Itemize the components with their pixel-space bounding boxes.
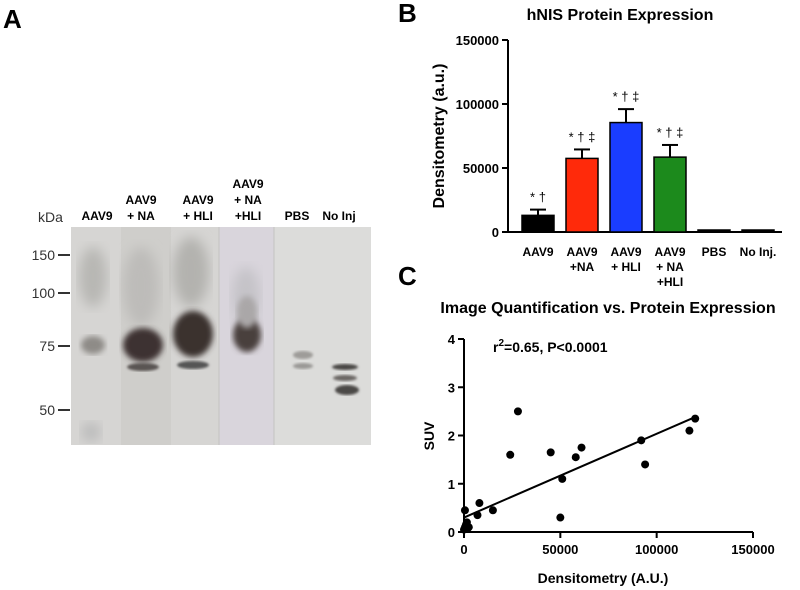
y-tick-label: 2	[448, 429, 455, 444]
x-tick-label: 0	[460, 542, 467, 557]
lane-labels: AAV9 AAV9 + NA AAV9 + HLI AAV9 + NA +HLI PBS No I…	[81, 177, 355, 223]
y-tick-label: 1	[448, 477, 455, 492]
bar	[565, 157, 599, 233]
scatter-point	[488, 506, 497, 515]
x-tick-label: 50000	[542, 542, 578, 557]
scatter-point	[691, 414, 700, 423]
scatter-point	[475, 499, 484, 508]
panel-c-letter: C	[398, 261, 417, 291]
panel-b-letter: B	[398, 0, 417, 28]
lane-label: AAV9	[81, 209, 112, 223]
chart-b-ylabel: Densitometry (a.u.)	[431, 64, 448, 209]
scatter-point	[685, 426, 694, 435]
scatter-point	[464, 523, 473, 532]
marker-label: 75	[39, 338, 55, 354]
bar-chart: hNIS Protein Expression Densitometry (a.u…	[431, 7, 782, 289]
lane-label: AAV9 + NA +HLI	[232, 177, 263, 223]
marker-ladder: 150 100 75 50	[32, 247, 70, 418]
x-tick-label: AAV9 +NA	[566, 245, 597, 274]
x-tick-label: AAV9 + NA +HLI	[654, 245, 685, 289]
lane-label: PBS	[285, 209, 310, 223]
significance-label: * †	[530, 190, 546, 205]
western-blot-image	[71, 227, 371, 445]
lane-label: AAV9 + NA	[125, 193, 156, 223]
bar	[521, 214, 555, 233]
scatter-point	[641, 460, 650, 469]
scatter-chart: Image Quantification vs. Protein Express…	[421, 300, 776, 586]
y-tick-label: 3	[448, 380, 455, 395]
y-tick-label: 150000	[456, 33, 499, 48]
bar	[741, 229, 775, 233]
chart-c-title: Image Quantification vs. Protein Express…	[440, 300, 775, 317]
y-tick-label: 100000	[456, 97, 499, 112]
blot-bands	[71, 227, 371, 445]
scatter-point	[473, 511, 482, 520]
marker-label: 50	[39, 402, 55, 418]
y-tick-label: 0	[492, 225, 499, 240]
chart-c-ylabel: SUV	[421, 421, 437, 450]
x-tick-label: AAV9 + HLI	[610, 245, 641, 274]
bar	[697, 229, 731, 233]
scatter-point	[577, 443, 586, 452]
marker-label: 150	[32, 247, 56, 263]
regression-annotation: r2=0.65, P<0.0001	[493, 338, 608, 355]
significance-label: * † ‡	[569, 129, 596, 144]
y-tick-label: 4	[448, 332, 456, 347]
x-tick-label: AAV9	[522, 245, 553, 259]
scatter-point	[637, 436, 646, 445]
bar	[609, 121, 643, 233]
kda-label: kDa	[38, 209, 63, 225]
chart-c-xlabel: Densitometry (A.U.)	[538, 570, 669, 586]
scatter-point	[556, 513, 565, 522]
lane-label: AAV9 + HLI	[182, 193, 213, 223]
x-tick-label: 100000	[635, 542, 678, 557]
scatter-point	[513, 407, 522, 416]
scatter-point	[546, 448, 555, 457]
panel-a-letter: A	[3, 4, 22, 34]
chart-b-title: hNIS Protein Expression	[527, 7, 714, 24]
scatter-point	[460, 506, 469, 515]
marker-label: 100	[32, 285, 56, 301]
lane-label: No Inj	[322, 209, 355, 223]
x-tick-label: No Inj.	[740, 245, 777, 259]
significance-label: * † ‡	[657, 125, 684, 140]
regression-line	[463, 415, 698, 519]
y-tick-label: 50000	[463, 161, 499, 176]
y-tick-label: 0	[448, 525, 455, 540]
scatter-point	[506, 450, 515, 459]
x-tick-label: PBS	[702, 245, 727, 259]
x-tick-label: 150000	[731, 542, 774, 557]
significance-label: * † ‡	[613, 89, 640, 104]
bar	[653, 156, 687, 233]
scatter-point	[571, 453, 580, 462]
scatter-point	[558, 474, 567, 483]
